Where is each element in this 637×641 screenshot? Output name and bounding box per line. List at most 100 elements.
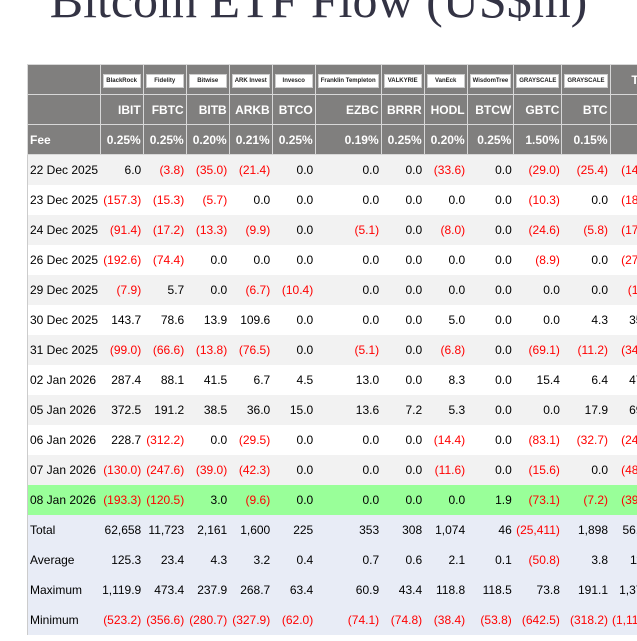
flow-value: 0.0 <box>467 424 514 455</box>
fee-value: 0.25% <box>99 124 144 155</box>
flow-value: (5.1) <box>315 214 382 245</box>
flow-value: 13.6 <box>315 394 382 425</box>
flow-value: 0.0 <box>381 244 425 275</box>
flow-value: (13.3) <box>186 214 230 245</box>
flow-value: (24.6) <box>513 214 562 245</box>
summary-value: 1,074 <box>424 514 468 545</box>
ticker-header: BTCO <box>271 94 316 125</box>
flow-value: 0.0 <box>424 484 468 515</box>
fee-value: 0.21% <box>228 124 273 155</box>
table-row: 24 Dec 2025 (91.4) (17.2) (13.3) (9.9) 0.0 (5.… <box>27 214 637 245</box>
summary-value: 353 <box>315 514 382 545</box>
table-row: 02 Jan 2026 287.4 88.1 41.5 6.7 4.5 13.0 0.0 8.3… <box>27 364 637 395</box>
table-row: 26 Dec 2025 (192.6) (74.4) 0.0 0.0 0.0 0.0 0.0 0… <box>27 244 637 275</box>
summary-value: (25,411) <box>513 514 562 545</box>
row-date: 29 Dec 2025 <box>27 274 101 305</box>
flow-value: 17.9 <box>561 394 611 425</box>
flow-value: (312.2) <box>143 424 187 455</box>
issuer-logo: ARK Invest <box>231 74 270 88</box>
flow-value: (83.1) <box>513 424 562 455</box>
issuer-logo: VanEck <box>426 74 465 88</box>
summary-value: 3.2 <box>229 544 273 575</box>
issuer-logo: WisdomTree <box>469 74 512 88</box>
flow-value: (6.8) <box>424 334 468 365</box>
flow-value: 15.0 <box>272 394 316 425</box>
flow-value: 6.0 <box>100 154 144 185</box>
ticker-header: BRRR <box>380 94 425 125</box>
row-date: 05 Jan 2026 <box>27 394 101 425</box>
flow-value: 0.0 <box>561 184 611 215</box>
flow-value: 0.0 <box>229 244 273 275</box>
flow-value: (5.7) <box>186 184 230 215</box>
flow-value: (21.4) <box>229 154 273 185</box>
flow-value: 0.0 <box>561 274 611 305</box>
summary-row: Minimum (523.2) (356.6) (280.7) (327.9) (62.0… <box>27 604 637 635</box>
ticker-header: FBTC <box>142 94 187 125</box>
flow-value: 0.0 <box>186 274 230 305</box>
issuer-logo-cell: BlackRock <box>99 64 144 95</box>
flow-value: 0.0 <box>513 304 562 335</box>
summary-row: Average 125.3 23.4 4.3 3.2 0.4 0.7 0.6 2.1 0.1 (50… <box>27 544 637 575</box>
summary-value: (280.7) <box>186 604 230 635</box>
ticker-header: BITB <box>185 94 230 125</box>
summary-value: (356.6) <box>143 604 187 635</box>
summary-label: Average <box>27 544 101 575</box>
flow-value: (15.3) <box>143 184 187 215</box>
flow-value: 0.0 <box>315 244 382 275</box>
fee-row: Fee 0.25% 0.25% 0.20% 0.21% 0.25% 0.19% 0.25% 0.… <box>27 124 637 155</box>
issuer-logo: Invesco <box>274 74 313 88</box>
summary-value: 2,161 <box>186 514 230 545</box>
issuer-logo-cell: Invesco <box>271 64 316 95</box>
flow-value: (25.4) <box>561 154 611 185</box>
flow-value: (69.1) <box>513 334 562 365</box>
summary-value: 1,373.8 <box>610 574 637 605</box>
flow-value: (247.6) <box>143 454 187 485</box>
ticker-header: ARKB <box>228 94 273 125</box>
flow-value: 0.0 <box>315 424 382 455</box>
fee-value: 1.50% <box>513 124 563 155</box>
flow-value: (9.9) <box>229 214 273 245</box>
summary-value: 43.4 <box>381 574 425 605</box>
flow-value: (192.6) <box>100 244 144 275</box>
row-total: (486.1) <box>610 454 637 485</box>
row-date: 08 Jan 2026 <box>27 484 101 515</box>
summary-value: (74.1) <box>315 604 382 635</box>
flow-value: (29.5) <box>229 424 273 455</box>
header-blank <box>27 64 101 95</box>
flow-value: 0.0 <box>381 184 425 215</box>
flow-value: (32.7) <box>561 424 611 455</box>
flow-value: 4.5 <box>272 364 316 395</box>
fee-value: 0.15% <box>561 124 611 155</box>
flow-value: 8.3 <box>424 364 468 395</box>
flow-value: 0.0 <box>272 304 316 335</box>
summary-value: (62.0) <box>272 604 316 635</box>
flow-value: 0.0 <box>467 154 514 185</box>
summary-value: (53.8) <box>467 604 514 635</box>
summary-value: 1,119.9 <box>100 574 144 605</box>
flow-value: 0.0 <box>467 394 514 425</box>
flow-value: (17.2) <box>143 214 187 245</box>
flow-value: (8.0) <box>424 214 468 245</box>
page-title: Bitcoin ETF Flow (US$m) <box>49 0 588 28</box>
fee-value: 0.19% <box>314 124 382 155</box>
flow-value: 0.0 <box>315 274 382 305</box>
issuer-logo-cell: Fidelity <box>142 64 187 95</box>
flow-value: 3.0 <box>186 484 230 515</box>
row-total: 355.1 <box>610 304 637 335</box>
summary-value: (642.5) <box>513 604 562 635</box>
flow-value: 0.0 <box>315 184 382 215</box>
ticker-header: BTC <box>561 94 611 125</box>
flow-value: 0.0 <box>561 244 611 275</box>
flow-value: (74.4) <box>143 244 187 275</box>
etf-flow-table: BlackRock Fidelity Bitwise ARK Invest Invesc… <box>27 64 637 635</box>
table-row: 30 Dec 2025 143.7 78.6 13.9 109.6 0.0 0.0 0.0 5.… <box>27 304 637 335</box>
flow-value: 0.0 <box>467 454 514 485</box>
flow-value: 0.0 <box>513 394 562 425</box>
flow-value: 287.4 <box>100 364 144 395</box>
summary-label: Minimum <box>27 604 101 635</box>
flow-value: (10.4) <box>272 274 316 305</box>
fee-value: 0.20% <box>185 124 230 155</box>
row-date: 23 Dec 2025 <box>27 184 101 215</box>
issuer-logo-cell: Bitwise <box>185 64 230 95</box>
summary-value: 4.3 <box>186 544 230 575</box>
